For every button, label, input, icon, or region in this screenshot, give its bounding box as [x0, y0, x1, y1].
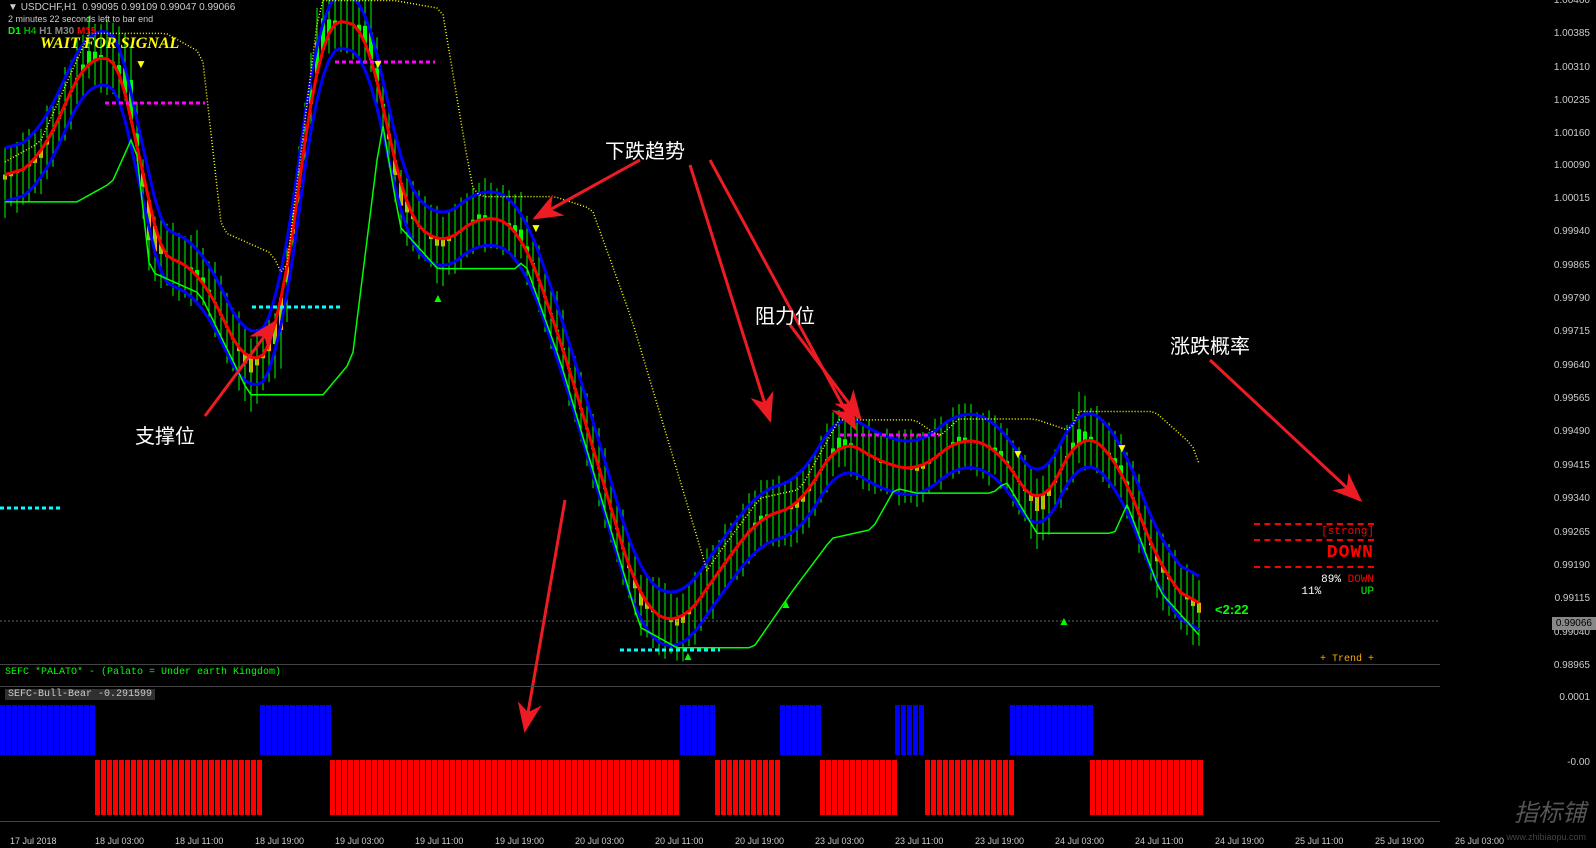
svg-text:▼: ▼ [135, 57, 147, 71]
strong-badge: [strong] [1254, 523, 1374, 541]
main-price-chart[interactable]: ▼ ▼ ▼ ▲ ▲ ▲ ▼ ▲ ▼ ▼ USDCHF,H1 0.99095 0.99109 0.… [0, 0, 1440, 665]
wait-for-signal-label: WAIT FOR SIGNAL [40, 35, 179, 53]
signal-panel: [strong] DOWN 89% DOWN 11% UP [1254, 523, 1374, 598]
direction-label: DOWN [1254, 543, 1374, 563]
tf-h4: H4 [24, 26, 37, 37]
tf-d1: D1 [8, 26, 21, 37]
svg-text:▼: ▼ [530, 221, 542, 235]
palato-indicator-panel[interactable]: SEFC *PALATO* - (Palato = Under earth Ki… [0, 665, 1440, 687]
symbol-ohlc-header: ▼ USDCHF,H1 0.99095 0.99109 0.99047 0.99… [8, 2, 235, 13]
trend-marker: + Trend + [1320, 654, 1374, 665]
watermark-url: www.zhibiaopu.com [1506, 832, 1586, 842]
bullbear-bars [0, 687, 1440, 822]
annotation-label: 支撑位 [135, 420, 195, 449]
svg-text:▼: ▼ [1116, 441, 1128, 455]
percent-up-row: 11% UP [1254, 586, 1374, 598]
percent-down-row: 89% DOWN [1254, 574, 1374, 586]
time-x-axis: 17 Jul 201818 Jul 03:0018 Jul 11:0018 Ju… [0, 830, 1440, 848]
time-left-label: 2 minutes 22 seconds left to bar end [8, 14, 153, 24]
current-price-box: 0.99066 [1552, 617, 1596, 630]
svg-text:▲: ▲ [432, 291, 444, 305]
svg-text:▲: ▲ [780, 597, 792, 611]
annotation-label: 下跌趋势 [605, 135, 685, 164]
chart-container: ▼ ▼ ▼ ▲ ▲ ▲ ▼ ▲ ▼ ▼ USDCHF,H1 0.99095 0.99109 0.… [0, 0, 1596, 848]
svg-text:▲: ▲ [682, 649, 694, 663]
palato-label: SEFC *PALATO* - (Palato = Under earth Ki… [5, 667, 281, 678]
bullbear-indicator-panel[interactable]: SEFC-Bull-Bear -0.291599 [0, 687, 1440, 822]
svg-text:▼: ▼ [372, 57, 384, 71]
watermark-logo: 指标铺 [1514, 793, 1586, 828]
annotation-label: 涨跌概率 [1170, 330, 1250, 359]
svg-text:▼: ▼ [1012, 447, 1024, 461]
bar-countdown: <2:22 [1215, 602, 1249, 617]
price-y-axis: 1.004601.003851.003101.002351.001601.000… [1540, 0, 1596, 665]
annotation-label: 阻力位 [755, 300, 815, 329]
svg-text:▲: ▲ [1058, 614, 1070, 628]
